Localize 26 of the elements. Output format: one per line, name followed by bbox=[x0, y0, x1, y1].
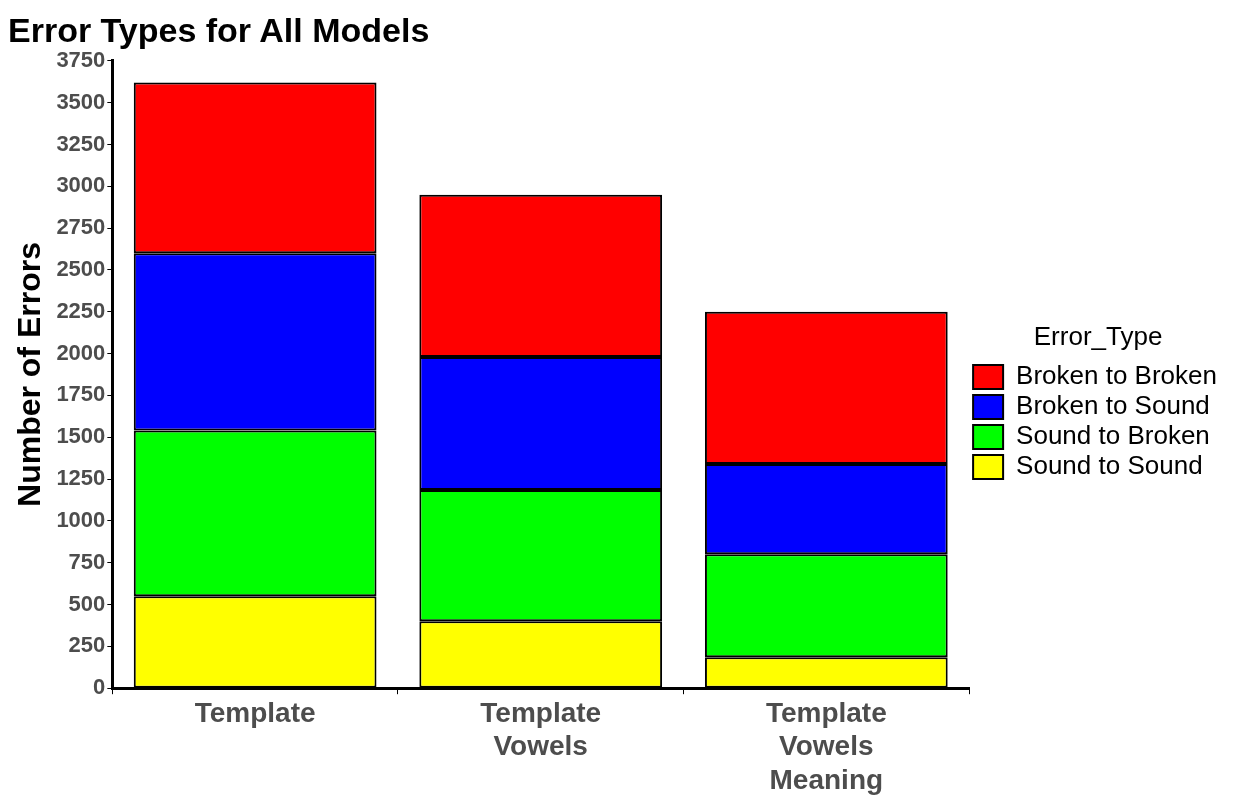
y-tick-label: 3500 bbox=[56, 88, 106, 114]
chart-title: Error Types for All Models bbox=[8, 10, 430, 49]
y-tick-label: 750 bbox=[68, 548, 106, 574]
y-tick-label: 2250 bbox=[56, 297, 106, 323]
y-axis-title: Number of Errors bbox=[11, 242, 48, 507]
y-tick-label: 1750 bbox=[56, 381, 106, 407]
y-tick-label: 1000 bbox=[56, 506, 106, 532]
y-tick-label: 2000 bbox=[56, 339, 106, 365]
y-tick-label: 3250 bbox=[56, 130, 106, 156]
y-tick-label: 500 bbox=[68, 590, 106, 616]
y-tick-label: 1250 bbox=[56, 465, 106, 491]
legend-label: Sound to Sound bbox=[1016, 450, 1203, 481]
y-tick-label: 3000 bbox=[56, 172, 106, 198]
y-tick-label: 2500 bbox=[56, 256, 106, 281]
y-tick-label: 250 bbox=[68, 632, 106, 658]
y-tick-label: 0 bbox=[93, 674, 106, 700]
x-tick-label: Template bbox=[194, 696, 316, 728]
legend-label: Sound to Broken bbox=[1016, 420, 1210, 451]
legend-label: Broken to Broken bbox=[1016, 360, 1217, 391]
x-tick-label: Template Vowels Meaning bbox=[765, 696, 887, 795]
y-tick-label: 1500 bbox=[56, 423, 106, 449]
legend-label: Broken to Sound bbox=[1016, 390, 1210, 421]
y-tick-label: 2750 bbox=[56, 214, 106, 240]
legend-title: Error_Type bbox=[1033, 321, 1163, 352]
y-tick-label: 3750 bbox=[56, 46, 106, 72]
x-tick-label: Template Vowels bbox=[480, 696, 602, 762]
